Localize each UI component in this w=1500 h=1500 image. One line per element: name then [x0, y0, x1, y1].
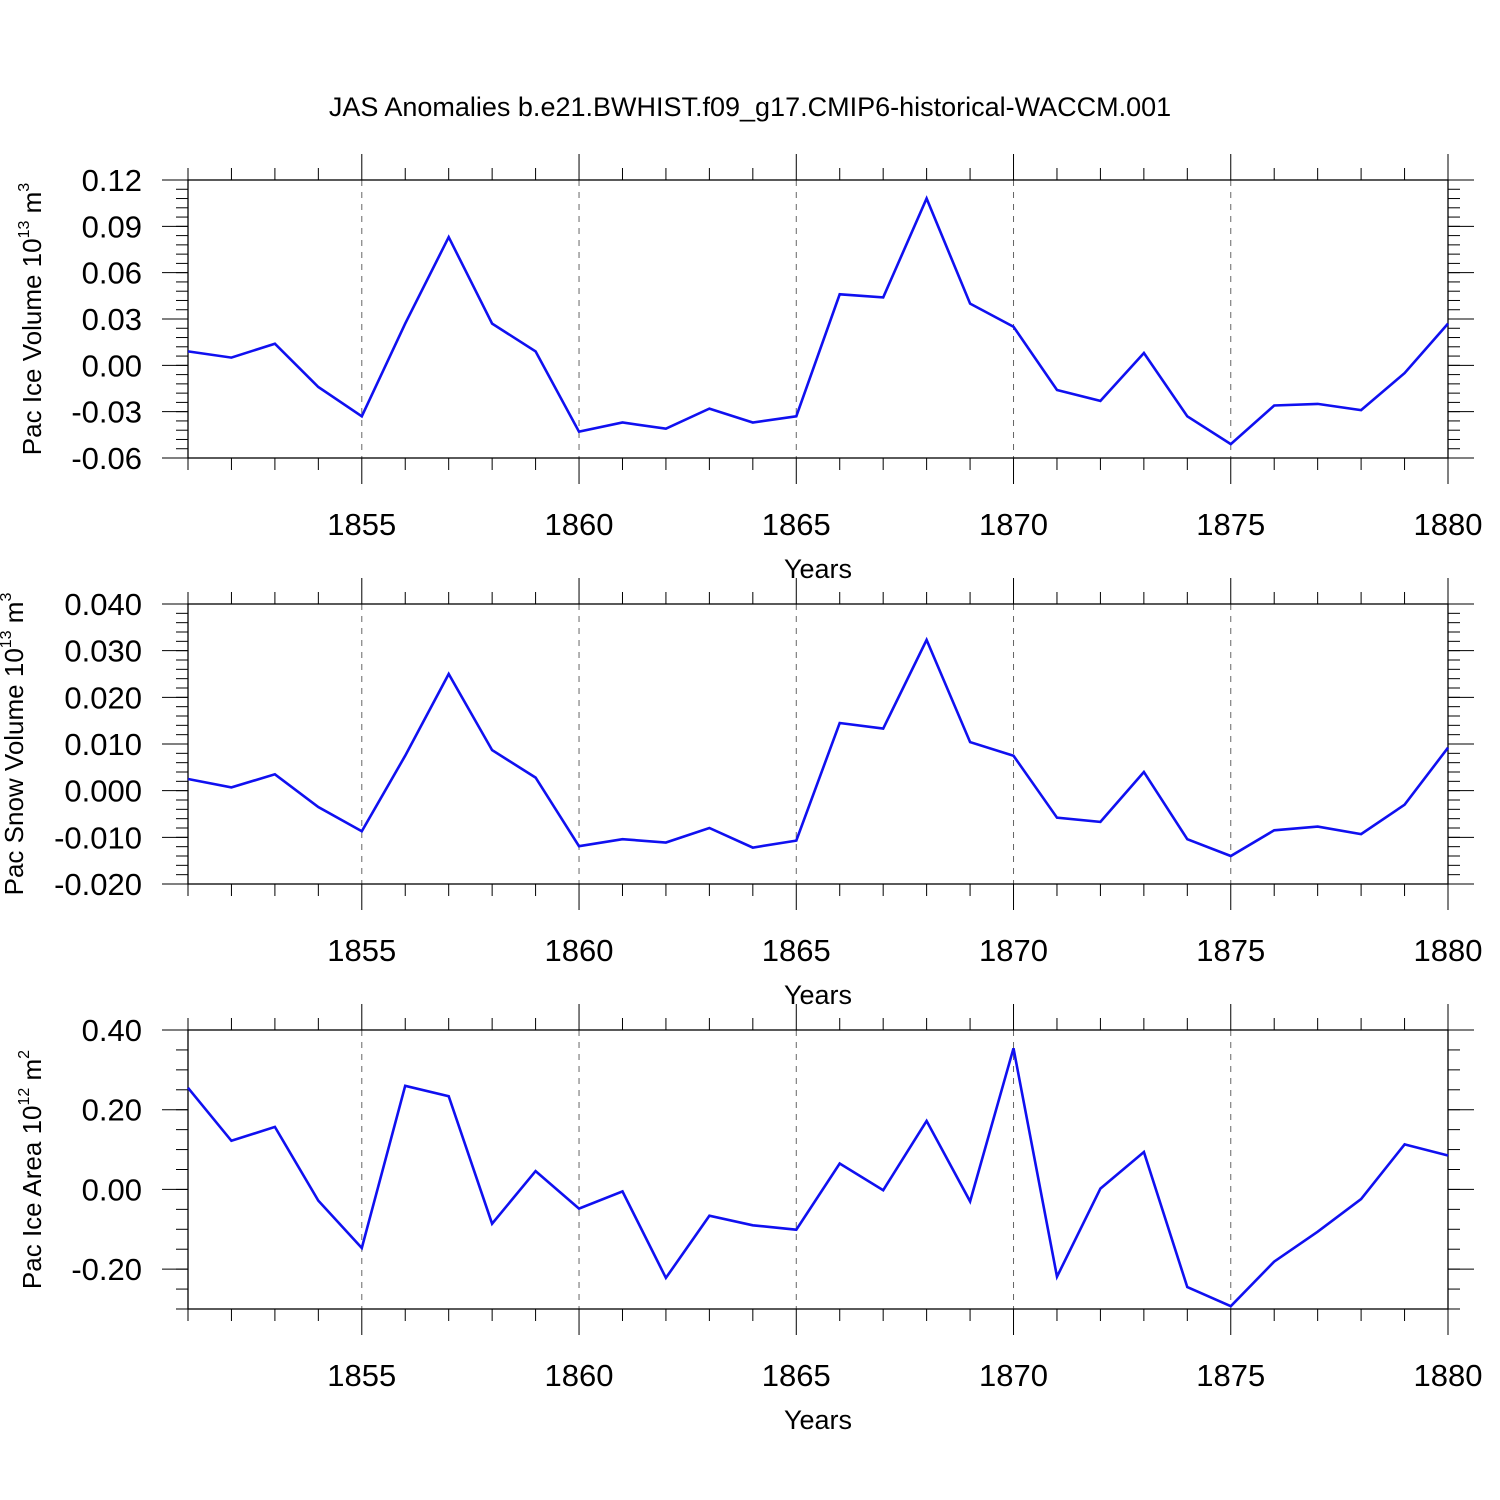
- y-tick-label: 0.06: [82, 256, 142, 291]
- x-tick-label: 1860: [545, 1358, 614, 1393]
- y-label-text: Pac Ice Volume 10: [17, 238, 47, 455]
- y-tick-label: -0.06: [71, 441, 142, 476]
- panels: -0.06 -0.03 0.00 0.03 0.06 0.09 0.12 1855 1860 18…: [0, 154, 1482, 1435]
- figure-title: JAS Anomalies b.e21.BWHIST.f09_g17.CMIP6…: [329, 92, 1171, 122]
- panel-3: -0.20 0.00 0.20 0.40 1855 1860 1865 1870 1875 188…: [16, 1004, 1482, 1435]
- x-tick-label: 1870: [979, 507, 1048, 542]
- y-tick-label: 0.040: [64, 587, 142, 622]
- plot-frame: [187, 1029, 1449, 1310]
- y-label-superscript: 13: [16, 220, 33, 238]
- panel-1: -0.06 -0.03 0.00 0.03 0.06 0.09 0.12 1855 1860 18…: [16, 154, 1482, 584]
- series-line: [187, 636, 1450, 858]
- x-tick-label: 1865: [762, 507, 831, 542]
- panel-2: -0.020 -0.010 0.000 0.010 0.020 0.030 0.040 185…: [0, 578, 1482, 1010]
- y-tick-label: 0.010: [64, 727, 142, 762]
- y-label-superscript: 3: [16, 183, 33, 192]
- x-axis-label: Years: [784, 554, 852, 584]
- x-tick-label: 1870: [979, 933, 1048, 968]
- y-label-text: m: [17, 192, 47, 221]
- x-tick-label: 1880: [1414, 1358, 1483, 1393]
- y-label-superscript: 2: [16, 1050, 33, 1059]
- x-tick-label: 1875: [1196, 1358, 1265, 1393]
- series-line: [187, 195, 1449, 446]
- y-tick-label: 0.00: [82, 1172, 142, 1207]
- y-axis-label: Pac Snow Volume 1013 m3: [0, 593, 29, 896]
- x-tick-label: 1860: [545, 507, 614, 542]
- y-tick-label: -0.010: [54, 820, 142, 855]
- x-axis-label: Years: [784, 1405, 852, 1435]
- x-tick-label: 1860: [545, 933, 614, 968]
- x-tick-label: 1865: [762, 1358, 831, 1393]
- y-label-text: m: [0, 602, 29, 631]
- y-tick-label: 0.000: [64, 774, 142, 809]
- y-label-text: m: [17, 1059, 47, 1088]
- x-axis-label: Years: [784, 980, 852, 1010]
- y-axis-label: Pac Ice Volume 1013 m3: [16, 183, 47, 456]
- y-label-text: Pac Snow Volume 10: [0, 648, 29, 895]
- y-tick-label: 0.40: [82, 1013, 142, 1048]
- y-label-text: Pac Ice Area 10: [17, 1106, 47, 1290]
- y-tick-label: 0.030: [64, 634, 142, 669]
- x-tick-label: 1855: [327, 507, 396, 542]
- plot-frame: [187, 179, 1449, 459]
- y-label-superscript: 13: [0, 630, 15, 648]
- x-tick-label: 1865: [762, 933, 831, 968]
- y-tick-label: 0.020: [64, 680, 142, 715]
- x-tick-label: 1855: [327, 1358, 396, 1393]
- x-tick-label: 1855: [327, 933, 396, 968]
- y-label-superscript: 12: [16, 1088, 33, 1106]
- x-tick-label: 1870: [979, 1358, 1048, 1393]
- y-tick-label: 0.00: [82, 348, 142, 383]
- x-tick-label: 1875: [1196, 507, 1265, 542]
- y-tick-label: 0.09: [82, 209, 142, 244]
- x-tick-label: 1880: [1414, 933, 1483, 968]
- y-tick-label: 0.20: [82, 1093, 142, 1128]
- x-tick-label: 1880: [1414, 507, 1483, 542]
- plot-frame: [187, 603, 1449, 885]
- y-label-superscript: 3: [0, 593, 15, 602]
- series-line: [186, 1047, 1449, 1308]
- y-tick-label: -0.03: [71, 395, 142, 430]
- y-tick-label: -0.020: [54, 867, 142, 902]
- y-tick-label: 0.12: [82, 163, 142, 198]
- y-axis-label: Pac Ice Area 1012 m2: [16, 1050, 47, 1289]
- y-tick-label: -0.20: [71, 1252, 142, 1287]
- x-tick-label: 1875: [1196, 933, 1265, 968]
- y-tick-label: 0.03: [82, 302, 142, 337]
